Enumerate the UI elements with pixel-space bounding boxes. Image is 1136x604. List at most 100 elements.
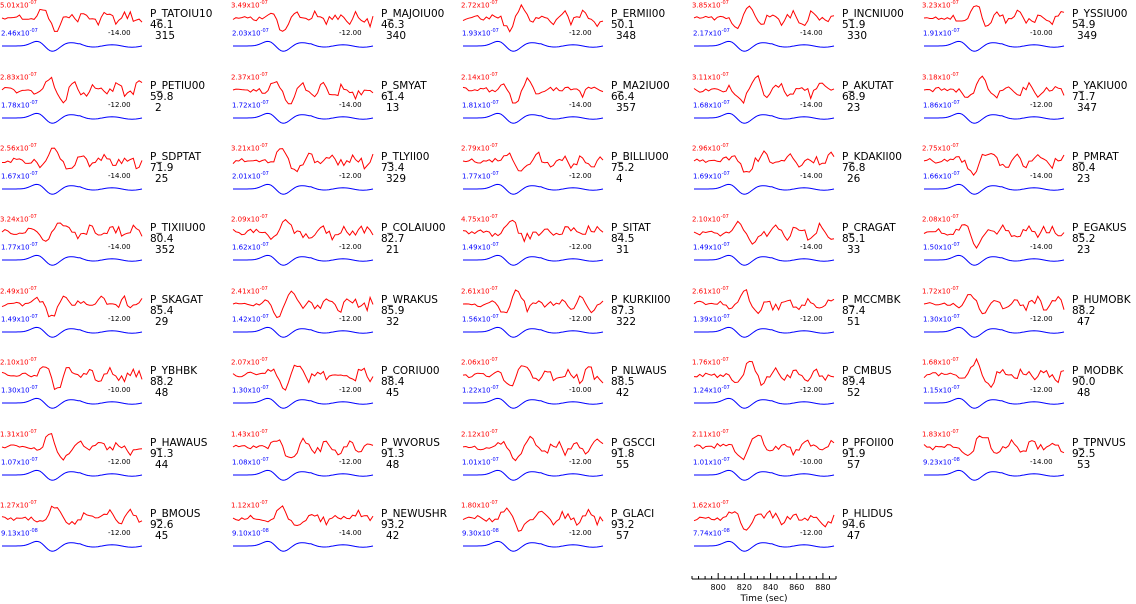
observed-amplitude: 2.11x10-07 (692, 429, 729, 439)
trace-plot (232, 437, 374, 481)
observed-trace (462, 151, 604, 172)
observed-amplitude: 2.61x10-07 (461, 286, 498, 296)
synthetic-amplitude: 1.72x10-07 (232, 100, 269, 110)
station-azimuth: 330 (847, 30, 868, 42)
station-name: P_HAWAUS (150, 437, 208, 449)
observed-amplitude: 1.68x10-07 (922, 357, 959, 367)
station-label: P_MAJOIU00 46.3 340 (381, 9, 444, 42)
station-azimuth: 48 (386, 459, 400, 471)
station-name: P_GLACI (611, 508, 655, 520)
station-distance: 88.5 (611, 376, 635, 388)
observed-amplitude: 2.72x10-07 (461, 0, 498, 10)
station-distance: 94.6 (842, 519, 866, 531)
trace-plot (693, 220, 835, 266)
observed-trace (923, 294, 1065, 315)
station-panel: 2.61x10-07 1.56x10-07 -12.00 P_KURKII00 87.3… (461, 286, 691, 356)
synthetic-amplitude: 1.77x10-07 (1, 242, 38, 252)
station-azimuth: 29 (155, 316, 169, 328)
station-distance: 88.2 (150, 376, 174, 388)
synthetic-trace (233, 326, 374, 338)
observed-amplitude: 1.27x10-07 (0, 500, 37, 510)
station-label: P_SDPTAT 71.9 25 (150, 152, 201, 185)
synthetic-amplitude: 1.07x10-07 (1, 457, 38, 467)
synthetic-amplitude: 1.81x10-07 (462, 100, 499, 110)
observed-amplitude: 3.21x10-07 (231, 143, 268, 153)
observed-amplitude: 2.08x10-07 (922, 214, 959, 224)
observed-amplitude: 2.10x10-07 (0, 357, 37, 367)
station-azimuth: 340 (386, 30, 407, 42)
station-distance: 85.2 (1072, 233, 1096, 245)
station-name: P_BILLIU00 (611, 151, 669, 163)
trace-plot (923, 294, 1065, 338)
trace-plot (232, 148, 374, 195)
station-azimuth: 348 (616, 30, 637, 42)
synthetic-trace (2, 40, 143, 52)
station-panel: 2.11x10-07 1.01x10-07 -10.00 P_PFOII00 91.9 5… (692, 429, 922, 499)
station-azimuth: 42 (386, 530, 400, 542)
station-label: P_GSCCI 91.8 55 (611, 438, 655, 471)
time-shift: -12.00 (1030, 101, 1053, 109)
synthetic-trace (2, 326, 143, 338)
observed-trace (923, 152, 1065, 176)
station-azimuth: 13 (386, 102, 400, 114)
synthetic-trace (233, 112, 374, 124)
observed-trace (693, 434, 835, 461)
observed-trace (232, 218, 374, 242)
synthetic-trace (694, 40, 835, 52)
synthetic-trace (463, 254, 604, 266)
observed-trace (693, 74, 835, 105)
station-panel: 2.49x10-07 1.49x10-07 -12.00 P_SKAGAT 85.4 29 (0, 286, 230, 356)
station-distance: 61.4 (381, 91, 405, 103)
station-distance: 75.2 (611, 162, 635, 174)
station-panel: 2.96x10-07 1.69x10-07 -14.00 P_KDAKII00 76.8… (692, 143, 922, 213)
observed-amplitude: 2.49x10-07 (0, 286, 37, 296)
observed-amplitude: 2.41x10-07 (231, 286, 268, 296)
observed-trace (923, 223, 1065, 249)
station-label: P_SKAGAT 85.4 29 (150, 295, 203, 328)
station-label: P_YSSIU00 54.9 349 (1072, 9, 1127, 42)
time-shift: -12.00 (339, 458, 362, 466)
station-name: P_TIXIIU00 (150, 222, 206, 234)
synthetic-amplitude: 1.78x10-07 (1, 100, 38, 110)
station-azimuth: 329 (386, 173, 407, 185)
synthetic-amplitude: 1.08x10-07 (232, 457, 269, 467)
station-name: P_PFOII00 (842, 437, 894, 449)
trace-plot (923, 435, 1065, 481)
observed-trace (2, 147, 143, 170)
station-azimuth: 23 (847, 102, 861, 114)
station-label: P_ERMII00 50.1 348 (611, 9, 665, 42)
station-panel: 2.10x10-07 1.30x10-07 -10.00 P_YBHBK 88.2 48 (0, 357, 230, 427)
station-azimuth: 4 (616, 173, 623, 185)
trace-plot (462, 151, 604, 195)
station-name: P_WVORUS (381, 437, 440, 449)
station-azimuth: 315 (155, 30, 176, 42)
trace-plot (232, 505, 374, 552)
station-azimuth: 322 (616, 316, 637, 328)
station-name: P_TPNVUS (1072, 437, 1126, 449)
station-distance: 91.3 (381, 448, 405, 460)
station-label: P_EGAKUS 85.2 23 (1072, 223, 1127, 256)
observed-trace (693, 509, 835, 531)
station-name: P_TLYII00 (381, 151, 430, 163)
observed-trace (1, 294, 143, 318)
station-panel: 2.56x10-07 1.67x10-07 -14.00 P_SDPTAT 71.9 25 (0, 143, 230, 213)
station-distance: 66.4 (611, 91, 635, 103)
observed-amplitude: 1.43x10-07 (231, 429, 268, 439)
station-azimuth: 26 (847, 173, 861, 185)
trace-plot (693, 150, 835, 195)
station-distance: 91.9 (842, 448, 866, 460)
synthetic-trace (233, 469, 374, 481)
observed-trace (462, 365, 604, 387)
station-label: P_CORIU00 88.4 45 (381, 366, 440, 399)
observed-trace (693, 150, 835, 173)
synthetic-trace (924, 469, 1065, 481)
trace-plot (693, 509, 835, 552)
observed-trace (1, 8, 143, 32)
time-shift: -14.00 (108, 243, 131, 251)
observed-trace (923, 357, 1065, 389)
station-name: P_EGAKUS (1072, 222, 1127, 234)
station-panel: 4.75x10-07 1.49x10-07 -12.00 P_SITAT 84.5 31 (461, 214, 691, 284)
synthetic-trace (233, 40, 374, 52)
synthetic-amplitude: 1.30x10-07 (1, 385, 38, 395)
station-label: P_INCNIU00 51.9 330 (842, 9, 904, 42)
